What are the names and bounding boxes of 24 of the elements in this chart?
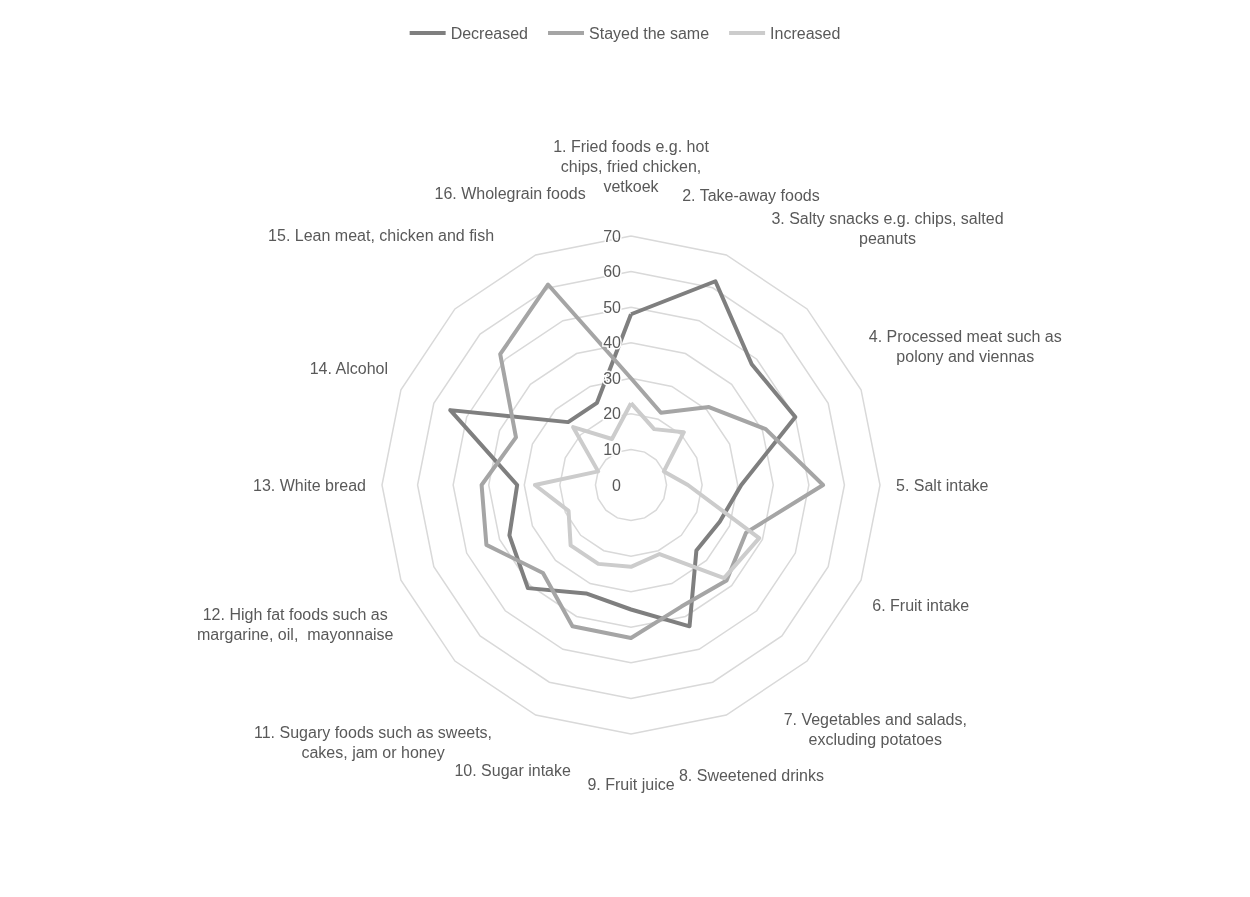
y-tick-label: 70 xyxy=(603,227,622,245)
spoke-label: 10. Sugar intake xyxy=(454,762,572,780)
spoke-label: 2. Take-away foods xyxy=(682,187,820,204)
spoke-label: 4. Processed meat such as polony and viennas xyxy=(868,328,1062,366)
spoke-label: 8. Sweetened drinks xyxy=(678,767,824,785)
spoke-label: 6. Fruit intake xyxy=(872,596,970,614)
spoke-label: 12. High fat foods such as margarine, oil, mayonnaise xyxy=(196,605,394,643)
spoke-label: 11. Sugary foods such as sweets, cakes, jam or honey xyxy=(254,724,493,762)
y-tick-label: 60 xyxy=(603,263,622,281)
legend-label: Decreased xyxy=(450,24,529,42)
spoke-label: 16. Wholegrain foods xyxy=(434,184,586,202)
y-tick-label: 50 xyxy=(603,298,622,316)
spoke-label: 3. Salty snacks e.g. chips, salted peanuts xyxy=(771,210,1004,248)
spoke-label: 13. White bread xyxy=(253,476,366,494)
spoke-label: 5. Salt intake xyxy=(896,476,989,494)
spoke-label: 15. Lean meat, chicken and fish xyxy=(268,226,495,244)
spoke-label: 14. Alcohol xyxy=(309,359,388,377)
legend-label: Increased xyxy=(770,24,841,42)
y-tick-label: 20 xyxy=(603,405,622,423)
spoke-label: 9. Fruit juice xyxy=(587,775,675,793)
legend-label: Stayed the same xyxy=(589,24,710,42)
spoke-label: 7. Vegetables and salads, excluding potatoes xyxy=(783,710,967,748)
y-tick-label: 0 xyxy=(612,476,622,494)
y-tick-label: 10 xyxy=(603,440,622,458)
